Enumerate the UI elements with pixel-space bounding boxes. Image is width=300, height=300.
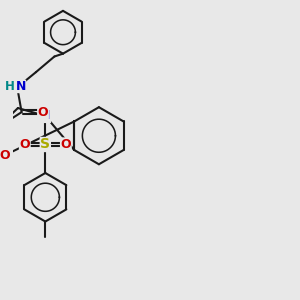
Text: H: H	[4, 80, 14, 93]
Text: S: S	[40, 137, 50, 152]
Text: N: N	[40, 110, 50, 122]
Text: O: O	[61, 138, 71, 151]
Text: O: O	[38, 106, 48, 118]
Text: O: O	[0, 149, 10, 162]
Text: O: O	[20, 138, 30, 151]
Text: N: N	[16, 80, 26, 93]
